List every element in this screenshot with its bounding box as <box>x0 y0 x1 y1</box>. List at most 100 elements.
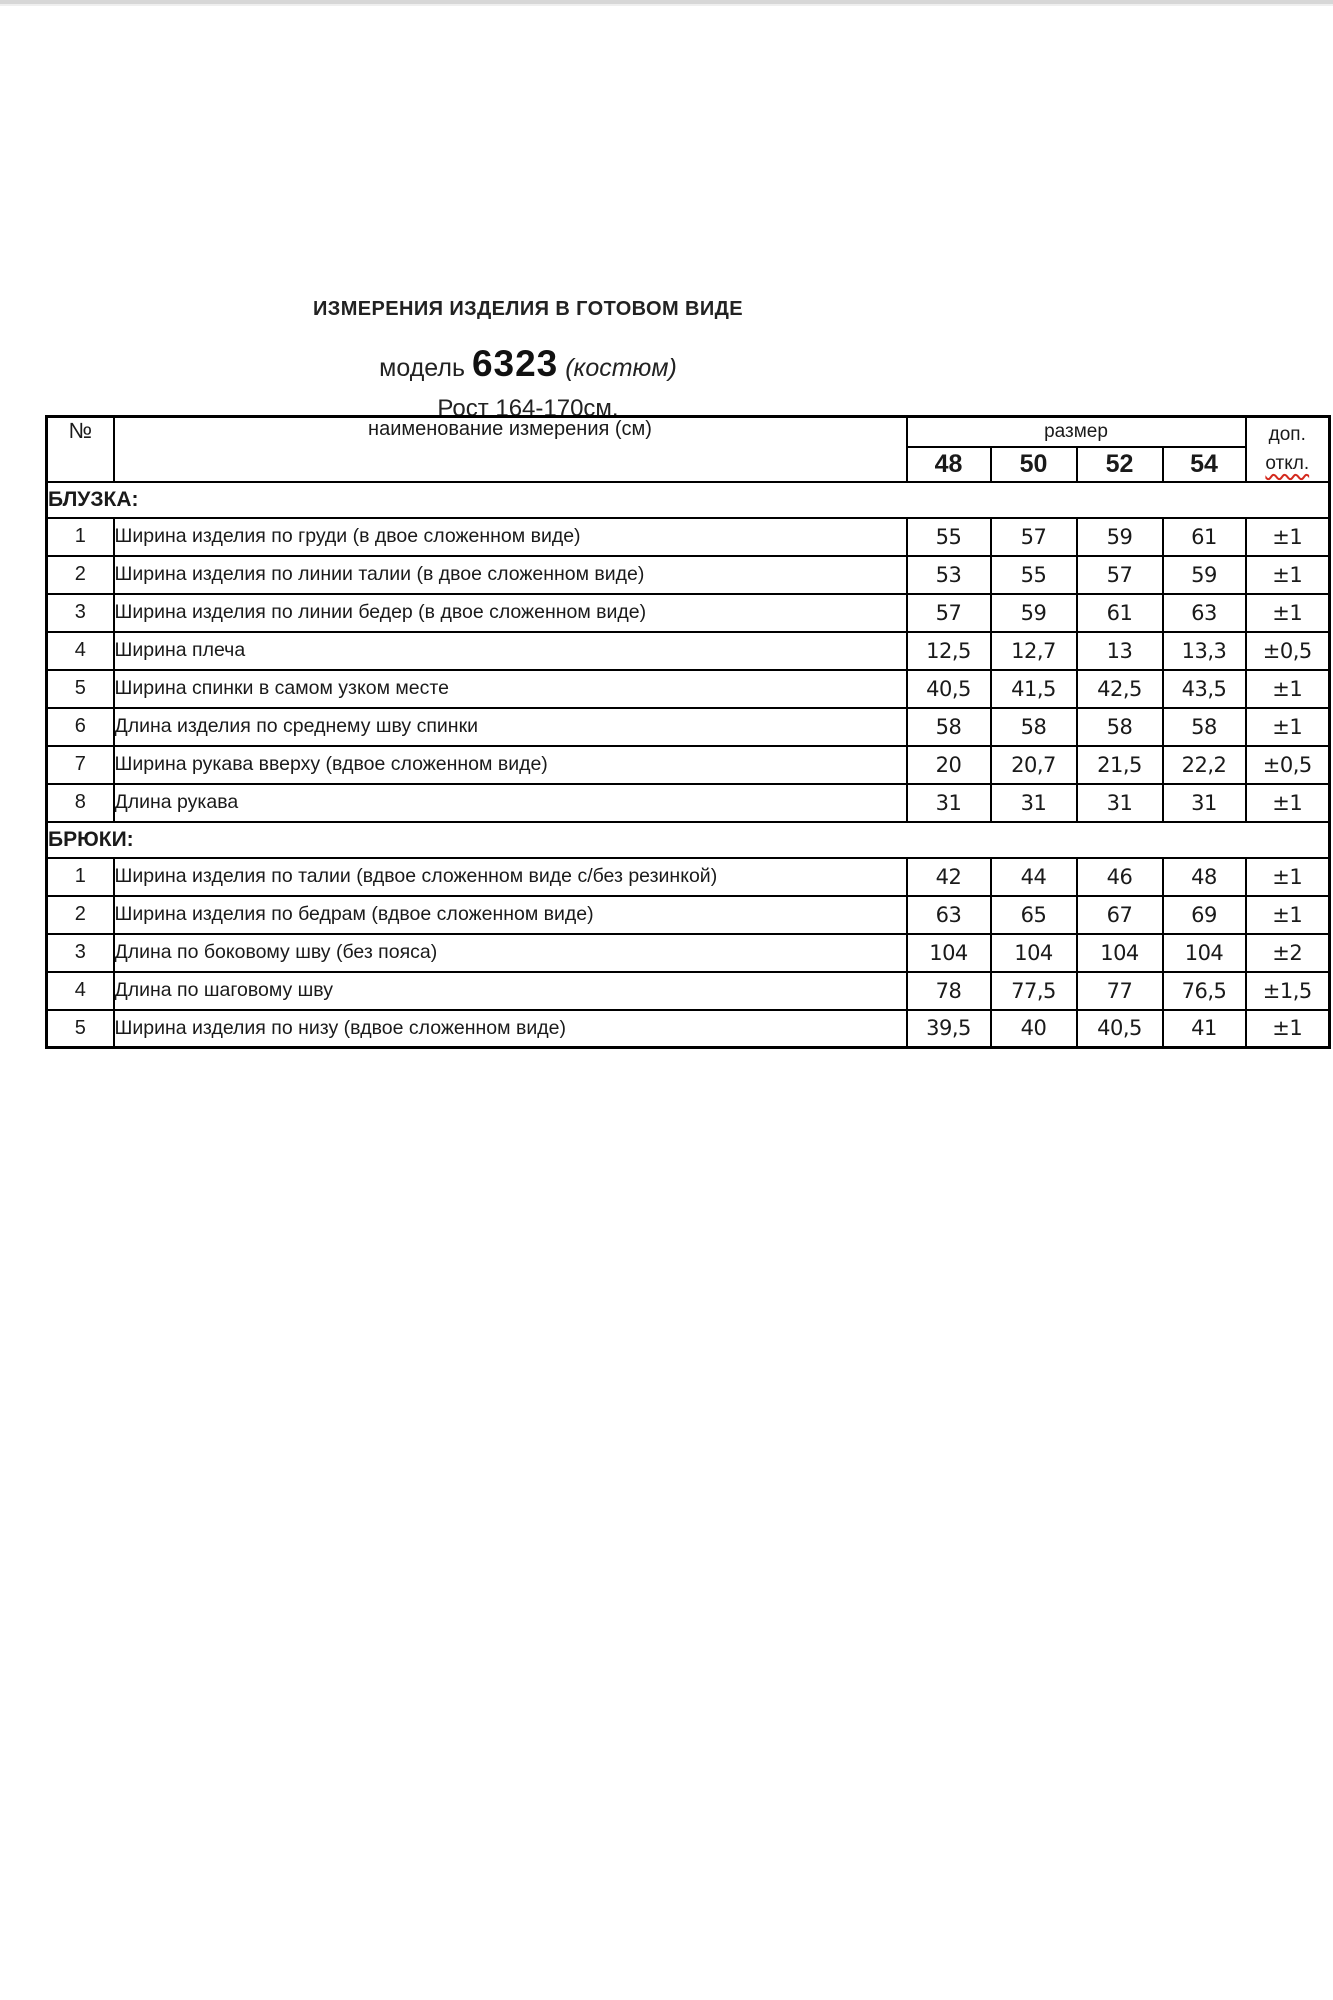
value-size-50: 41,5 <box>989 668 1078 709</box>
col-header-size-48: 48 <box>905 445 992 483</box>
model-suffix: (костюм) <box>565 354 677 382</box>
value-size-54: 76,5 <box>1161 970 1247 1011</box>
measure-name: Ширина рукава вверху (вдвое сложенном ви… <box>112 744 908 785</box>
tolerance-word-2: откл. <box>1265 453 1310 475</box>
tolerance-value: ±1 <box>1244 554 1331 595</box>
table-row: 4 Ширина плеча 12,5 12,7 13 13,3 ±0,5 <box>45 630 1331 671</box>
value-size-50: 65 <box>989 894 1078 935</box>
row-number: 4 <box>45 970 115 1011</box>
scan-top-edge-shadow <box>0 4 1333 6</box>
value-size-52: 77 <box>1075 970 1164 1011</box>
tolerance-value: ±2 <box>1244 932 1331 973</box>
value-size-50: 20,7 <box>989 744 1078 785</box>
value-size-54: 41 <box>1161 1008 1247 1049</box>
value-size-52: 57 <box>1075 554 1164 595</box>
tolerance-value: ±1 <box>1244 516 1331 557</box>
value-size-54: 61 <box>1161 516 1247 557</box>
value-size-52: 21,5 <box>1075 744 1164 785</box>
value-size-48: 12,5 <box>905 630 992 671</box>
row-number: 4 <box>45 630 115 671</box>
value-size-50: 12,7 <box>989 630 1078 671</box>
table-row: 7 Ширина рукава вверху (вдвое сложенном в… <box>45 744 1331 785</box>
section-row: БРЮКИ: <box>45 820 1331 859</box>
tolerance-value: ±1 <box>1244 856 1331 897</box>
value-size-48: 58 <box>905 706 992 747</box>
value-size-48: 39,5 <box>905 1008 992 1049</box>
value-size-52: 67 <box>1075 894 1164 935</box>
value-size-50: 104 <box>989 932 1078 973</box>
tolerance-value: ±1 <box>1244 894 1331 935</box>
value-size-50: 55 <box>989 554 1078 595</box>
value-size-48: 31 <box>905 782 992 823</box>
col-header-size-50: 50 <box>989 445 1078 483</box>
measure-name: Ширина изделия по линии бедер (в двое сл… <box>112 592 908 633</box>
value-size-50: 40 <box>989 1008 1078 1049</box>
tolerance-value: ±1 <box>1244 592 1331 633</box>
col-header-size-52: 52 <box>1075 445 1164 483</box>
value-size-54: 63 <box>1161 592 1247 633</box>
value-size-48: 57 <box>905 592 992 633</box>
table-row: 2 Ширина изделия по бедрам (вдвое сложенн… <box>45 894 1331 935</box>
value-size-54: 69 <box>1161 894 1247 935</box>
tolerance-value: ±0,5 <box>1244 744 1331 785</box>
value-size-48: 63 <box>905 894 992 935</box>
value-size-54: 43,5 <box>1161 668 1247 709</box>
measure-name: Ширина изделия по низу (вдвое сложенном … <box>112 1008 908 1049</box>
table-row: 5 Ширина спинки в самом узком месте 40,5 41… <box>45 668 1331 709</box>
col-header-number: № <box>45 415 115 483</box>
row-number: 5 <box>45 668 115 709</box>
table-row: 8 Длина рукава 31 31 31 31 ±1 <box>45 782 1331 823</box>
table-row: 3 Ширина изделия по линии бедер (в двое с… <box>45 592 1331 633</box>
value-size-52: 40,5 <box>1075 1008 1164 1049</box>
col-header-measure-name: наименование измерения (см) <box>112 415 908 483</box>
measure-name: Ширина плеча <box>112 630 908 671</box>
col-header-size-54: 54 <box>1161 445 1247 483</box>
measure-name: Длина по шаговому шву <box>112 970 908 1011</box>
tolerance-value: ±1 <box>1244 668 1331 709</box>
value-size-54: 48 <box>1161 856 1247 897</box>
value-size-54: 104 <box>1161 932 1247 973</box>
value-size-52: 58 <box>1075 706 1164 747</box>
value-size-50: 77,5 <box>989 970 1078 1011</box>
value-size-52: 46 <box>1075 856 1164 897</box>
value-size-52: 61 <box>1075 592 1164 633</box>
row-number: 3 <box>45 932 115 973</box>
value-size-52: 13 <box>1075 630 1164 671</box>
table-row: 4 Длина по шаговому шву 78 77,5 77 76,5 ±1,5 <box>45 970 1331 1011</box>
model-label: модель <box>379 354 465 382</box>
tolerance-word-1: доп. <box>1268 424 1306 446</box>
document-title: ИЗМЕРЕНИЯ ИЗДЕЛИЯ В ГОТОВОМ ВИДЕ <box>313 298 743 320</box>
tolerance-value: ±1 <box>1244 1008 1331 1049</box>
row-number: 6 <box>45 706 115 747</box>
row-number: 7 <box>45 744 115 785</box>
tolerance-value: ±0,5 <box>1244 630 1331 671</box>
value-size-50: 58 <box>989 706 1078 747</box>
scan-top-edge <box>0 0 1333 4</box>
value-size-54: 22,2 <box>1161 744 1247 785</box>
row-number: 5 <box>45 1008 115 1049</box>
measure-name: Длина рукава <box>112 782 908 823</box>
value-size-54: 59 <box>1161 554 1247 595</box>
section-title: БЛУЗКА: <box>45 480 1331 519</box>
table-row: 2 Ширина изделия по линии талии (в двое с… <box>45 554 1331 595</box>
model-line: модель 6323 (костюм) <box>0 343 1056 385</box>
tolerance-value: ±1,5 <box>1244 970 1331 1011</box>
col-header-tolerance: доп. откл. <box>1244 415 1331 483</box>
value-size-52: 31 <box>1075 782 1164 823</box>
table-row: 5 Ширина изделия по низу (вдвое сложенном… <box>45 1008 1331 1049</box>
table-row: 1 Ширина изделия по груди (в двое сложенн… <box>45 516 1331 557</box>
table-row: 3 Длина по боковому шву (без пояса) 104 104… <box>45 932 1331 973</box>
value-size-54: 31 <box>1161 782 1247 823</box>
row-number: 2 <box>45 894 115 935</box>
measurements-table: № наименование измерения (см) размер доп… <box>45 415 1332 1049</box>
table-row: 1 Ширина изделия по талии (вдвое сложенно… <box>45 856 1331 897</box>
tolerance-value: ±1 <box>1244 782 1331 823</box>
value-size-54: 13,3 <box>1161 630 1247 671</box>
value-size-52: 104 <box>1075 932 1164 973</box>
value-size-54: 58 <box>1161 706 1247 747</box>
value-size-48: 40,5 <box>905 668 992 709</box>
value-size-52: 42,5 <box>1075 668 1164 709</box>
value-size-48: 20 <box>905 744 992 785</box>
value-size-48: 53 <box>905 554 992 595</box>
